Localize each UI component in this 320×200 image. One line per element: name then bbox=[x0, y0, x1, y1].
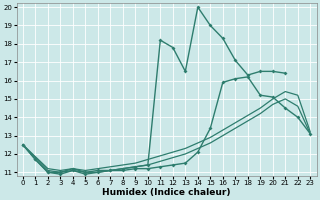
X-axis label: Humidex (Indice chaleur): Humidex (Indice chaleur) bbox=[102, 188, 231, 197]
